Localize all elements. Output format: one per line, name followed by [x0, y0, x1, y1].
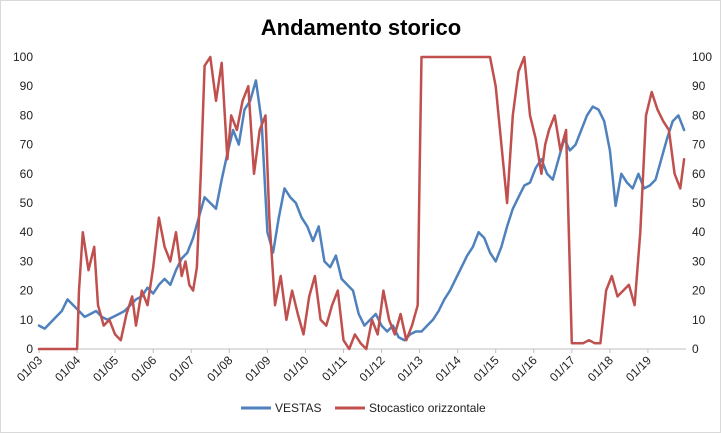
y-tick-label-right: 20: [692, 284, 706, 298]
x-tick-label: 01/03: [14, 353, 45, 384]
y-tick-label-right: 50: [692, 196, 706, 210]
legend-label: Stocastico orizzontale: [369, 401, 486, 415]
x-tick-label: 01/17: [547, 353, 578, 384]
legend: VESTAS Stocastico orizzontale: [241, 401, 486, 415]
y-tick-label-right: 40: [692, 225, 706, 239]
series-layer: [37, 55, 686, 351]
y-tick-label-left: 90: [20, 79, 34, 93]
y-tick-label-left: 70: [20, 138, 34, 152]
x-tick-label: 01/11: [319, 353, 350, 384]
y-tick-label-left: 100: [13, 50, 33, 64]
y-tick-label-left: 20: [20, 284, 34, 298]
axes: 0 0 10 10 20 20 30 30 40 40 50 50 60 60 70 70 80 80 90 90 10…: [13, 50, 712, 384]
y-tick-label-right: 70: [692, 138, 706, 152]
x-tick-label: 01/19: [623, 353, 654, 384]
y-tick-label-right: 10: [692, 313, 706, 327]
series-line-vestas: [37, 79, 686, 342]
y-tick-label-right: 60: [692, 167, 706, 181]
x-tick-label: 01/15: [471, 353, 502, 384]
x-tick-label: 01/18: [585, 353, 616, 384]
x-tick-label: 01/07: [166, 353, 197, 384]
y-tick-label-right: 100: [692, 50, 712, 64]
y-tick-label-right: 0: [692, 342, 699, 356]
x-tick-label: 01/16: [509, 353, 540, 384]
y-tick-label-left: 10: [20, 313, 34, 327]
y-tick-label-right: 90: [692, 79, 706, 93]
x-tick-label: 01/09: [242, 353, 273, 384]
y-tick-label-left: 60: [20, 167, 34, 181]
legend-label: VESTAS: [275, 401, 321, 415]
y-tick-label-left: 80: [20, 108, 34, 122]
y-tick-label-left: 0: [26, 342, 33, 356]
x-tick-label: 01/14: [433, 353, 464, 384]
series-line-stocastico-orizzontale: [37, 55, 686, 351]
y-tick-label-left: 40: [20, 225, 34, 239]
x-tick-label: 01/06: [128, 353, 159, 384]
y-tick-label-left: 50: [20, 196, 34, 210]
y-tick-label-right: 80: [692, 108, 706, 122]
x-tick-label: 01/08: [204, 353, 235, 384]
x-tick-label: 01/12: [357, 353, 388, 384]
y-tick-label-left: 30: [20, 254, 34, 268]
x-tick-label: 01/05: [90, 353, 121, 384]
x-tick-label: 01/13: [395, 353, 426, 384]
chart-title: Andamento storico: [261, 15, 461, 40]
x-tick-label: 01/10: [280, 353, 311, 384]
x-tick-label: 01/04: [52, 353, 83, 384]
y-tick-label-right: 30: [692, 254, 706, 268]
